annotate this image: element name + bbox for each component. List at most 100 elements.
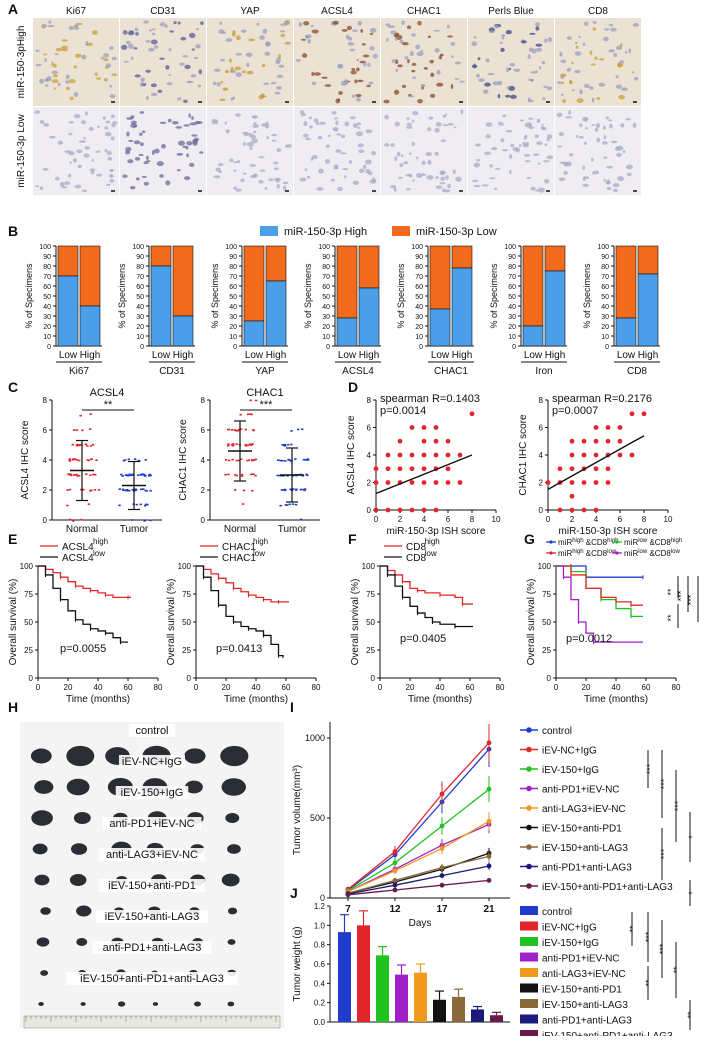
cell-nucleus [111,123,116,128]
cell-nucleus [542,96,546,101]
cell-nucleus [583,83,590,89]
row-label: miR-150-3pHigh [16,26,27,99]
cell-nucleus [151,32,156,36]
panel-letter-H: H [8,699,18,715]
e-x-tick-label: 0 [378,683,383,692]
c-data-point [281,459,284,462]
cell-nucleus [546,86,553,91]
b-y-tick-label: 40 [43,304,51,311]
b-y-tick-label: 0 [512,344,516,351]
cell-nucleus [427,127,432,132]
cell-nucleus [307,39,312,44]
cell-nucleus [537,162,541,165]
b-bar-low [172,245,194,317]
cell-nucleus [130,123,138,128]
cell-nucleus [177,97,182,101]
d-data-point [569,438,575,444]
cell-nucleus [502,114,507,118]
c-data-point [230,429,234,431]
cell-nucleus [120,44,128,50]
cell-nucleus [589,86,594,90]
c-data-point [304,459,308,461]
cell-nucleus [476,158,481,162]
d-data-point [373,466,379,472]
c-y-tick-label: 4 [43,456,48,465]
g-legend-label: miRlow &CD8high [624,538,682,547]
cell-nucleus [42,168,49,171]
i-legend-label: iEV-150+anti-PD1 [542,824,622,835]
cell-nucleus [57,140,63,145]
cell-nucleus [84,111,88,116]
i-legend-label: iEV-150+IgG [542,765,599,776]
cell-nucleus [324,84,332,87]
cell-nucleus [584,21,589,27]
c-data-point [231,443,235,446]
tumor-sample [40,970,49,976]
b-group-name: Ki67 [69,366,89,377]
c-data-point [287,459,290,461]
cell-nucleus [509,94,517,99]
d-data-point [421,438,427,444]
d-data-point [397,466,403,472]
cell-nucleus [527,54,531,60]
cell-nucleus [264,51,271,56]
cell-nucleus [103,52,109,58]
e-x-tick-label: 20 [222,683,231,692]
cell-nucleus [415,44,421,50]
cell-nucleus [51,61,54,67]
cell-nucleus [315,121,320,126]
cell-nucleus [355,93,362,98]
c-data-point [231,458,234,461]
histology-tile [555,107,641,195]
d-y-tick-label: 0 [367,506,372,515]
cell-nucleus [43,78,51,82]
cell-nucleus [477,57,481,61]
cell-nucleus [198,151,204,154]
c-data-point [302,458,306,461]
d-data-point [545,480,551,485]
survival-curve [380,565,473,628]
cell-nucleus [197,84,202,88]
i-legend-label: anti-PD1+iEV-NC [542,785,620,796]
j-y-tick-label: 0.2 [314,999,326,1008]
c-title: ACSL4 [90,387,125,399]
cell-nucleus [159,121,167,125]
c-data-point [78,443,82,446]
c-data-point [303,488,307,490]
cell-nucleus [454,61,462,65]
legend-label-low: CHAC1 [222,553,256,564]
d-data-point [433,438,439,444]
cell-nucleus [346,25,352,31]
survival-curve [196,565,289,603]
tumor-sample [225,812,240,824]
cell-nucleus [333,167,339,170]
cell-nucleus [369,27,377,33]
cell-nucleus [193,56,199,60]
panel-letter-I: I [290,699,294,715]
cell-nucleus [69,96,74,101]
cell-nucleus [565,116,573,119]
cell-nucleus [446,24,450,29]
c-data-point [121,488,125,491]
cell-nucleus [400,154,404,157]
cell-nucleus [571,89,575,92]
cell-nucleus [562,98,566,104]
b-y-tick-label: 30 [508,314,516,321]
c-data-point [254,399,258,402]
j-sig-label: *** [644,931,654,942]
cell-nucleus [396,151,401,157]
c-data-point [224,459,228,461]
cell-nucleus [80,120,87,125]
cell-nucleus [538,66,542,70]
e-y-tick-label: 50 [366,618,375,627]
row-label: miR-150-3p Low [16,114,27,188]
tumor-sample [80,1002,86,1006]
cell-nucleus [611,140,618,144]
b-y-tick-label: 20 [415,324,423,331]
cell-nucleus [524,160,531,163]
b-bar-low [79,245,101,307]
cell-nucleus [451,55,454,58]
c-data-point [231,444,235,447]
cell-nucleus [156,161,164,167]
cell-nucleus [535,26,540,31]
